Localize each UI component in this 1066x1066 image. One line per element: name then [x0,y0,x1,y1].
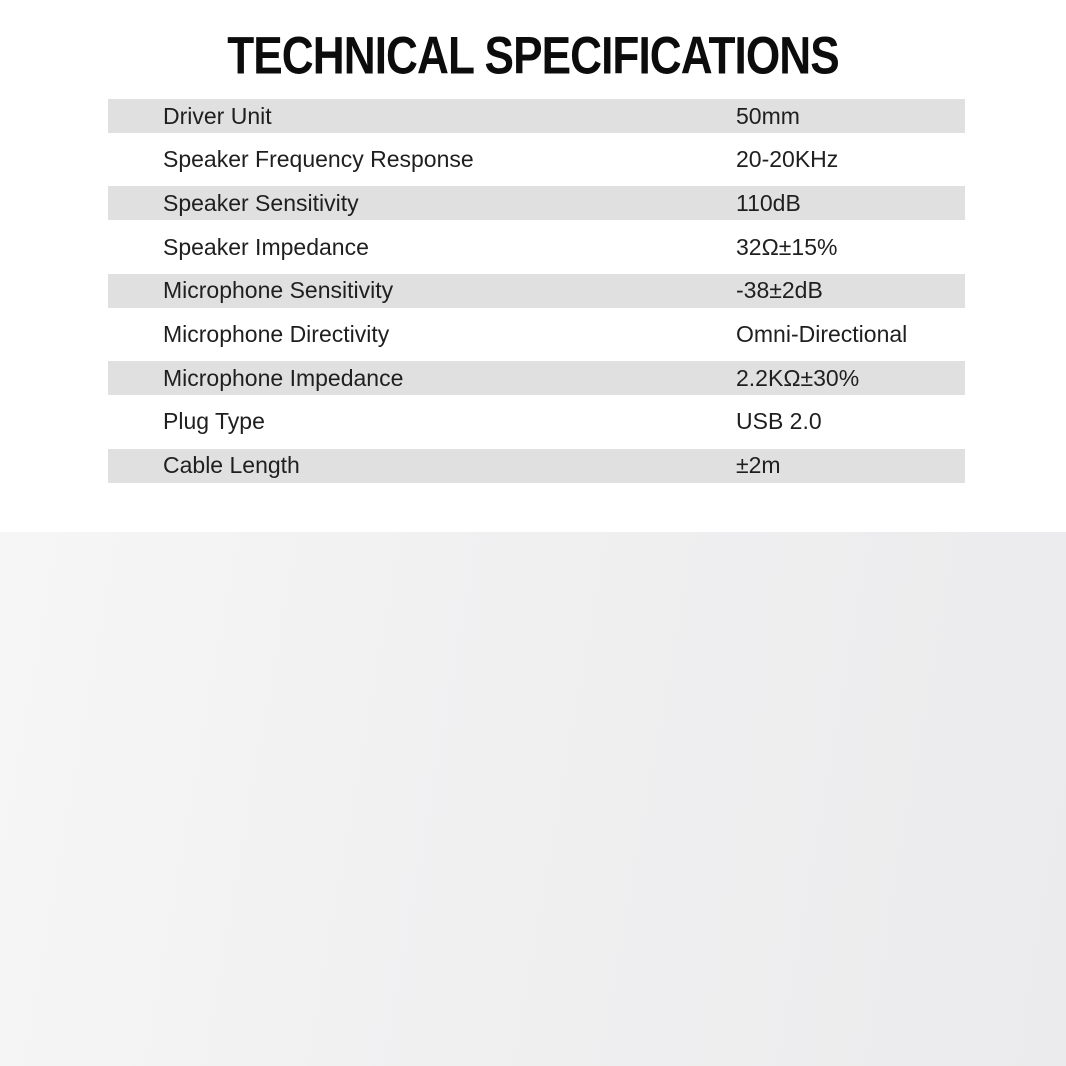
page-title: TECHNICAL SPECIFICATIONS [227,25,839,85]
table-row: Microphone Directivity Omni-Directional [108,317,965,351]
table-row: Microphone Sensitivity -38±2dB [108,273,965,308]
spec-label: Speaker Impedance [163,233,369,260]
spec-label: Microphone Sensitivity [163,277,394,304]
table-row: Driver Unit 50mm [108,99,965,133]
table-row: Microphone Impedance 2.2KΩ±30% [108,361,965,396]
table-row: Speaker Impedance 32Ω±15% [108,230,965,264]
spec-value: 50mm [736,102,800,129]
spec-value: Omni-Directional [736,320,908,347]
table-row: Plug Type USB 2.0 [108,405,965,439]
spec-label: Driver Unit [163,102,272,129]
spec-label: Microphone Impedance [163,364,404,391]
spec-label: Plug Type [163,408,265,435]
table-row: Speaker Frequency Response 20-20KHz [108,143,965,177]
spec-value: ±2m [736,452,781,478]
spec-value: USB 2.0 [736,408,822,435]
table-row: Cable Length ±2m [108,448,965,483]
spec-label: Speaker Frequency Response [163,146,474,173]
spec-label: Microphone Directivity [163,320,390,347]
table-row: Speaker Sensitivity 110dB [108,186,965,221]
spec-value: 110dB [736,189,801,216]
spec-value: 20-20KHz [736,146,839,173]
spec-value: 2.2KΩ±30% [736,364,860,391]
spec-value: -38±2dB [736,277,823,304]
spec-table: Driver Unit 50mm Speaker Frequency Respo… [108,99,965,492]
spec-label: Speaker Sensitivity [163,189,359,216]
spec-label: Cable Length [163,452,300,478]
product-showcase-section: AURORA HG29 [0,532,1066,1066]
spec-value: 32Ω±15% [736,233,838,260]
